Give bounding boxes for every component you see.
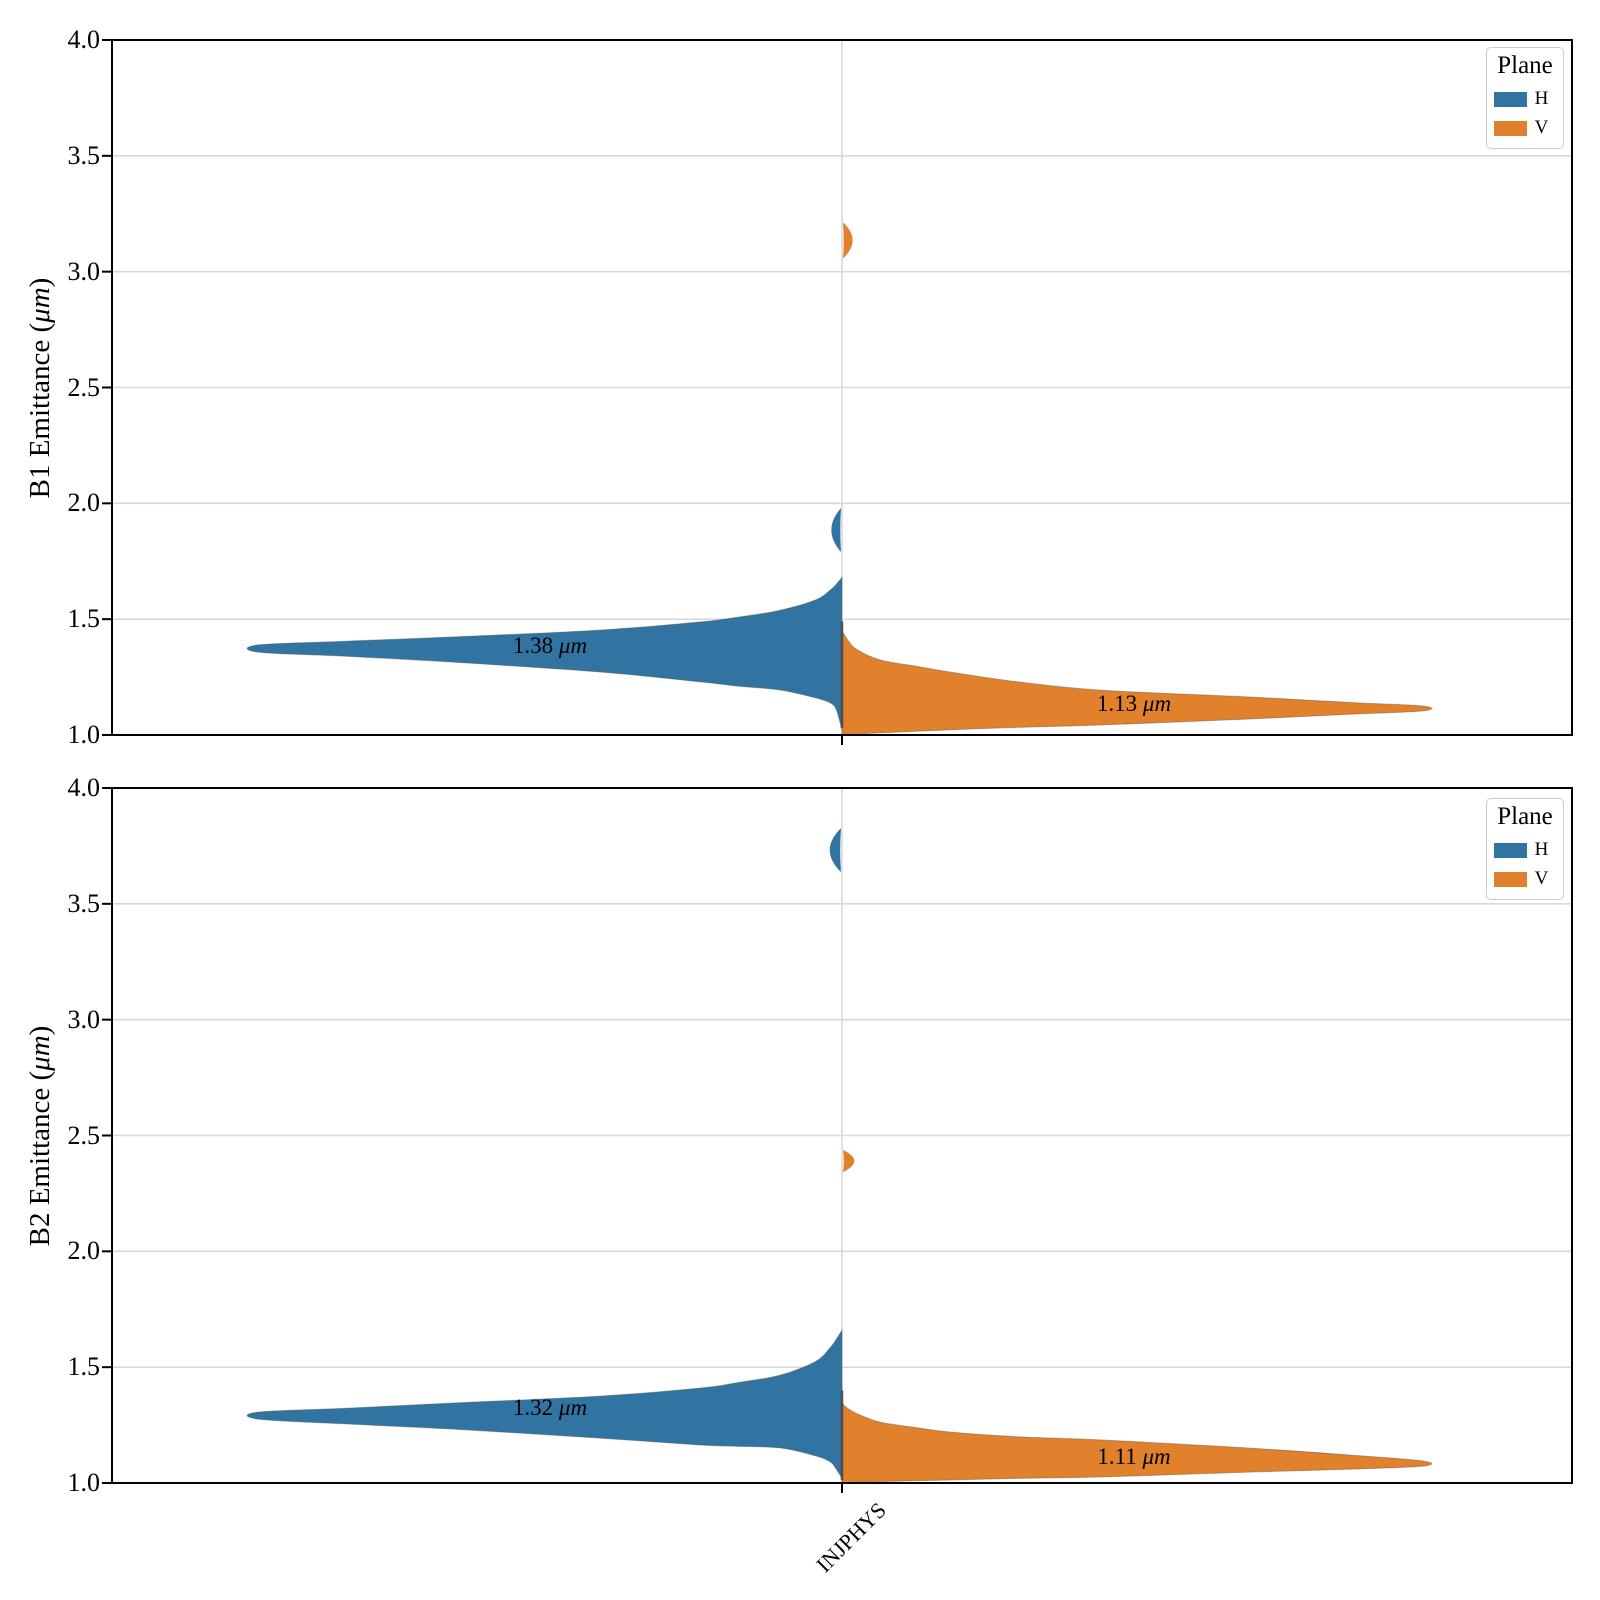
- mean-annotation-v: 1.13 μm: [1096, 690, 1172, 716]
- legend-label: H: [1534, 839, 1549, 860]
- y-tick-label: 2.5: [67, 1120, 101, 1150]
- legend: Plane H V: [1486, 798, 1564, 900]
- y-tick-label: 4.0: [67, 773, 101, 802]
- violin-outlier-v: [843, 222, 853, 259]
- legend-entry-h: H: [1494, 88, 1556, 110]
- y-axis-unit: μm: [24, 286, 56, 323]
- y-tick-label: 3.5: [67, 140, 101, 170]
- violin-h: [246, 1328, 843, 1481]
- y-tick-label: 1.0: [67, 1468, 101, 1497]
- y-tick-label: 3.5: [67, 888, 101, 918]
- violin-h: [246, 576, 843, 731]
- mean-annotation-h: 1.32 μm: [512, 1394, 588, 1420]
- violin-outlier-v: [843, 1149, 855, 1173]
- y-tick-label: 1.0: [67, 720, 101, 749]
- legend-swatch-h: [1494, 842, 1527, 858]
- y-tick-label: 3.0: [67, 1004, 101, 1034]
- mean-annotation-v: 1.11 μm: [1097, 1443, 1171, 1469]
- legend-entry-h: H: [1494, 839, 1556, 861]
- y-tick-label: 2.0: [67, 1236, 101, 1266]
- legend-title: Plane: [1497, 52, 1553, 79]
- legend-label: V: [1534, 117, 1549, 138]
- violin-outlier-h: [831, 507, 841, 552]
- legend-swatch-v: [1494, 871, 1527, 887]
- y-tick-label: 3.0: [67, 256, 101, 286]
- mean-annotation-h: 1.38 μm: [512, 632, 588, 658]
- violin-v: [841, 629, 1433, 736]
- legend-label: V: [1534, 868, 1549, 889]
- legend-entry-v: V: [1494, 117, 1556, 139]
- legend-title: Plane: [1497, 803, 1553, 830]
- annotation-unit: μm: [558, 632, 588, 658]
- y-axis-label-b2: B2 Emittance (μm): [24, 1025, 56, 1246]
- violin-outlier-h: [829, 828, 841, 873]
- annotation-unit: μm: [1142, 690, 1172, 716]
- violin-v: [841, 1401, 1433, 1484]
- legend-label: H: [1534, 88, 1549, 109]
- y-tick-label: 1.5: [67, 604, 101, 634]
- y-axis-label-b1: B1 Emittance (μm): [24, 277, 56, 498]
- legend-entry-v: V: [1494, 868, 1556, 890]
- y-axis-unit: μm: [24, 1034, 56, 1071]
- y-tick-label: 4.0: [67, 25, 101, 54]
- legend-swatch-v: [1494, 120, 1527, 136]
- y-tick-label: 1.5: [67, 1352, 101, 1382]
- legend-swatch-h: [1494, 91, 1527, 107]
- y-tick-label: 2.5: [67, 372, 101, 402]
- annotation-unit: μm: [558, 1394, 588, 1420]
- y-tick-label: 2.0: [67, 488, 101, 518]
- annotation-unit: μm: [1142, 1443, 1171, 1469]
- legend: Plane H V: [1486, 47, 1564, 149]
